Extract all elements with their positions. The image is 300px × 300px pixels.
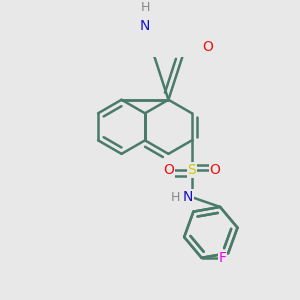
Text: O: O	[209, 163, 220, 177]
Text: H: H	[140, 1, 150, 14]
Text: H: H	[171, 191, 180, 204]
Text: N: N	[140, 19, 150, 33]
Text: N: N	[183, 190, 193, 204]
Text: O: O	[164, 163, 174, 177]
Text: S: S	[188, 163, 196, 177]
Text: F: F	[218, 251, 226, 265]
Text: O: O	[202, 40, 213, 54]
